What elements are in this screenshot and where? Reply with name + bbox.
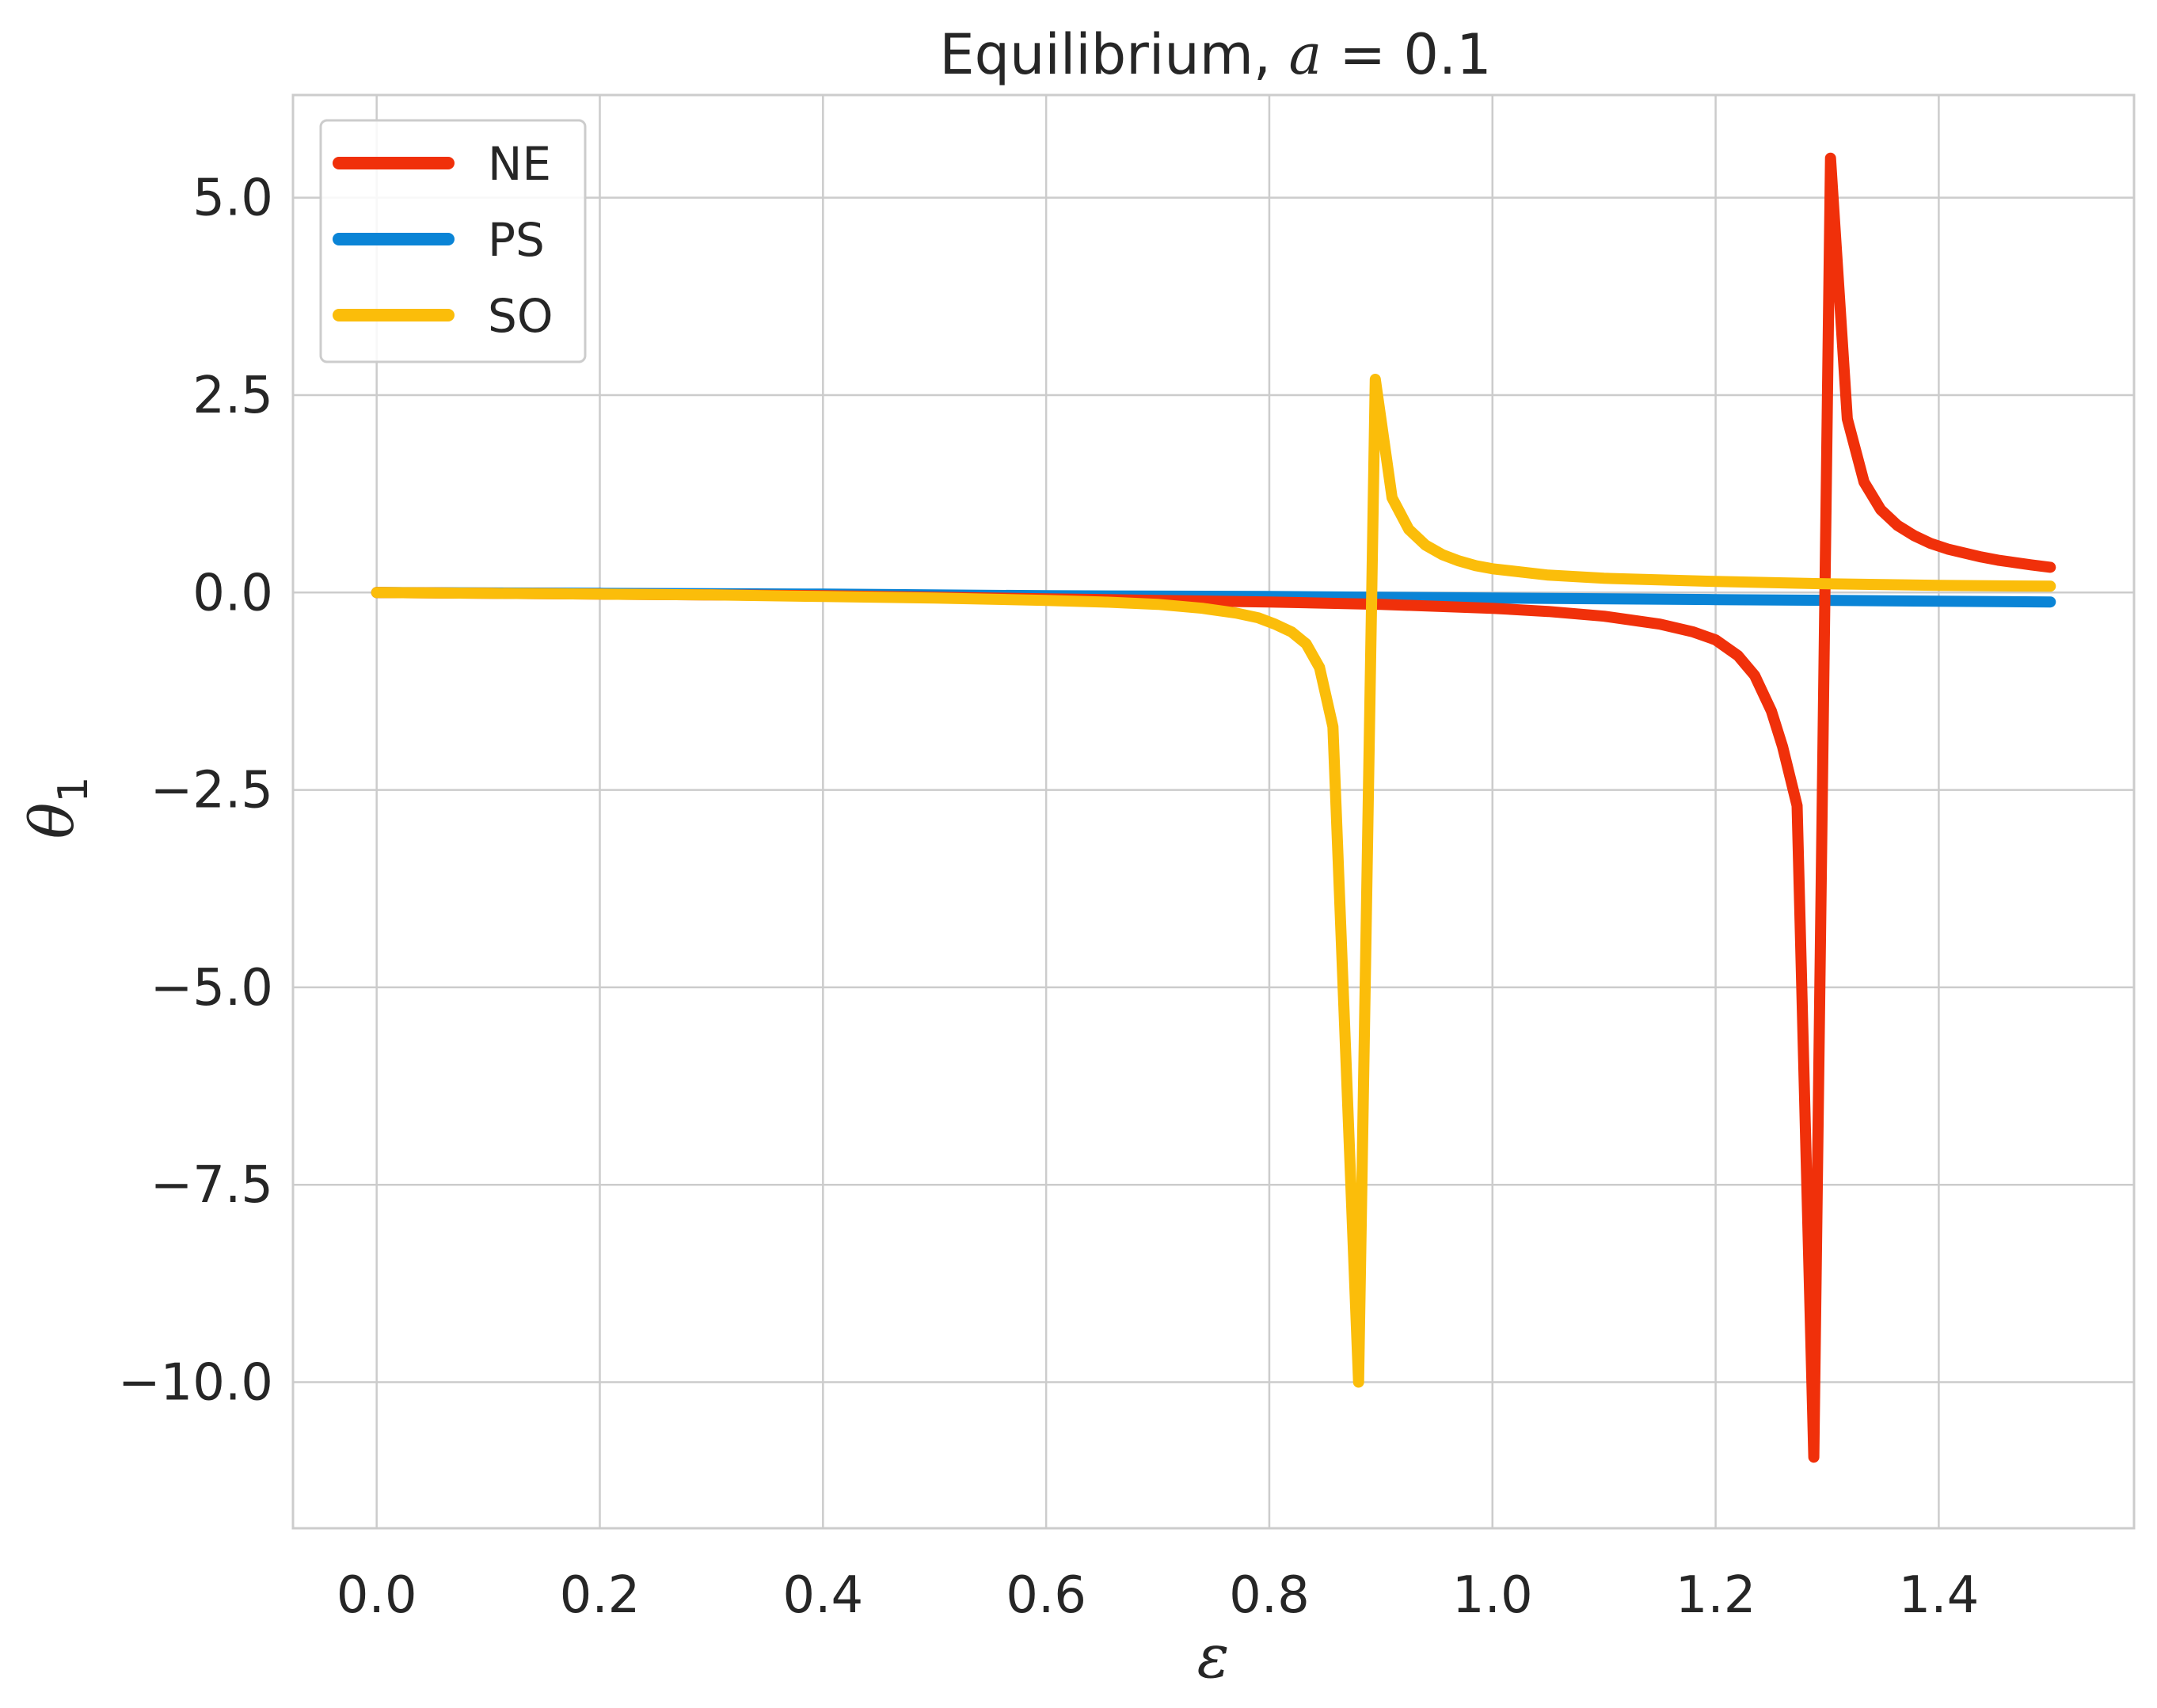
legend-label-so: SO (488, 289, 553, 343)
y-tick-label: 2.5 (192, 367, 273, 425)
y-axis-label: θ1 (17, 777, 97, 839)
x-tick-label: 0.6 (1006, 1566, 1086, 1625)
x-tick-label: 1.2 (1676, 1566, 1756, 1625)
y-axis-label-base: θ (17, 803, 87, 839)
series-layer (371, 152, 2056, 1463)
plot-frame (291, 93, 2136, 1530)
x-axis-label: ε (1197, 1621, 1230, 1691)
title-prefix: Equilibrium, (939, 22, 1288, 87)
y-tick-label: −7.5 (150, 1156, 273, 1215)
y-tick-labels: 5.0 2.5 0.0 −2.5 −5.0 −7.5 −10.0 (118, 169, 273, 1413)
y-tick-label: 5.0 (192, 169, 273, 228)
y-tick-label: −5.0 (150, 959, 273, 1018)
y-tick-label: 0.0 (192, 564, 273, 622)
title-variable: a (1288, 22, 1322, 87)
series-line-so (371, 374, 2056, 1388)
y-axis-label-group: θ1 (17, 777, 97, 839)
title-value: = 0.1 (1322, 22, 1491, 87)
y-tick-label: −2.5 (150, 762, 273, 820)
legend-label-ne: NE (488, 137, 551, 191)
x-tick-labels: 0.0 0.2 0.4 0.6 0.8 1.0 1.2 1.4 (337, 1566, 1980, 1625)
x-tick-label: 0.4 (782, 1566, 863, 1625)
legend: NE PS SO (319, 119, 587, 363)
x-tick-label: 1.0 (1452, 1566, 1533, 1625)
x-tick-label: 0.8 (1229, 1566, 1310, 1625)
y-tick-label: −10.0 (118, 1354, 273, 1413)
x-tick-label: 0.0 (337, 1566, 417, 1625)
y-axis-label-subscript: 1 (50, 777, 97, 803)
legend-label-ps: PS (488, 213, 545, 267)
series-line-ne (371, 152, 2056, 1463)
x-tick-label: 0.2 (560, 1566, 641, 1625)
x-tick-label: 1.4 (1899, 1566, 1980, 1625)
chart-title: Equilibrium, a = 0.1 (939, 22, 1491, 87)
